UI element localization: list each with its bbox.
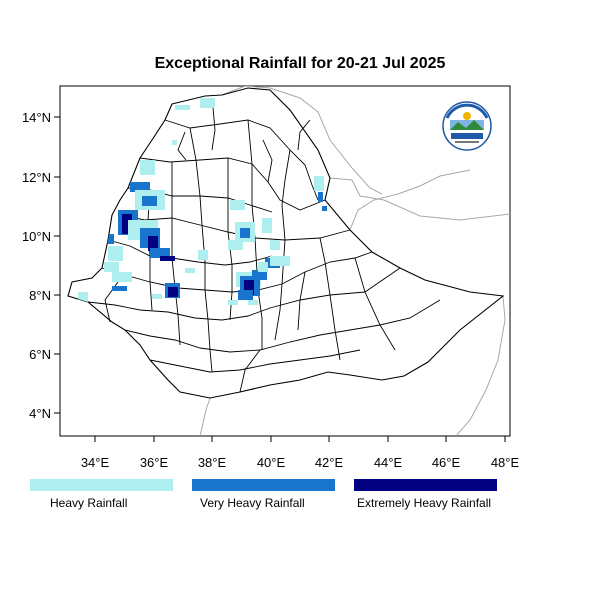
rainfall-cell xyxy=(104,262,119,272)
rainfall-cell xyxy=(198,250,208,260)
rainfall-overlay xyxy=(78,98,327,305)
rainfall-cell xyxy=(168,287,178,297)
lon-tick-label: 36°E xyxy=(140,455,169,470)
legend-label-extreme: Extremely Heavy Rainfall xyxy=(357,496,492,510)
rainfall-cell xyxy=(244,280,254,295)
rainfall-cell xyxy=(238,290,253,300)
lat-tick-label: 14°N xyxy=(22,110,51,125)
region-line xyxy=(297,271,306,331)
lat-tick-label: 12°N xyxy=(22,170,51,185)
ethiopia-outline xyxy=(67,87,505,399)
eritrea-border-line xyxy=(221,86,383,195)
region-line xyxy=(124,299,441,353)
rainfall-cell xyxy=(104,234,114,244)
lon-tick-labels: 34°E 36°E 38°E 40°E 42°E 44°E 46°E 48°E xyxy=(81,455,520,470)
rainfall-cell xyxy=(262,218,272,233)
legend-label-very-heavy: Very Heavy Rainfall xyxy=(200,496,305,510)
legend-label-heavy: Heavy Rainfall xyxy=(50,496,128,510)
rainfall-cell xyxy=(185,268,195,273)
neighbor-borders xyxy=(199,86,510,436)
rainfall-cell xyxy=(112,286,127,291)
rainfall-cell xyxy=(150,248,170,258)
rainfall-cell xyxy=(270,256,290,266)
rainfall-cell xyxy=(228,240,243,250)
legend-swatch-heavy xyxy=(30,479,173,491)
rainfall-cell xyxy=(140,160,155,175)
rainfall-cell xyxy=(200,98,215,108)
rainfall-cell xyxy=(142,196,157,206)
lon-axis xyxy=(94,436,506,442)
rainfall-cell xyxy=(248,300,258,305)
lon-tick-label: 42°E xyxy=(315,455,344,470)
region-line xyxy=(319,237,341,361)
lon-tick-label: 44°E xyxy=(374,455,403,470)
rainfall-cell xyxy=(322,206,327,211)
region-line xyxy=(354,257,396,351)
rainfall-cell xyxy=(175,105,190,110)
region-line xyxy=(189,127,213,373)
region-line xyxy=(87,267,401,321)
rainfall-cell xyxy=(240,228,250,238)
ethiopian-meteorology-institute-logo xyxy=(442,101,492,151)
rainfall-cell xyxy=(318,192,323,202)
rainfall-cell xyxy=(122,214,132,234)
rainfall-cell xyxy=(314,176,324,191)
rainfall-cell xyxy=(148,236,158,251)
rainfall-cell xyxy=(130,182,150,192)
lon-tick-label: 48°E xyxy=(491,455,520,470)
lon-tick-label: 34°E xyxy=(81,455,110,470)
region-line xyxy=(107,239,273,266)
rainfall-cell xyxy=(152,294,162,299)
region-line xyxy=(239,349,261,393)
lat-tick-labels: 14°N 12°N 10°N 8°N 6°N 4°N xyxy=(22,110,51,421)
somalia-coast-line xyxy=(455,295,506,436)
region-line xyxy=(164,119,319,201)
lat-tick-label: 4°N xyxy=(29,406,51,421)
rainfall-cell xyxy=(108,246,123,261)
rainfall-cell xyxy=(230,200,245,210)
lat-tick-label: 6°N xyxy=(29,347,51,362)
rainfall-cell xyxy=(258,262,268,272)
rainfall-cell xyxy=(172,140,177,145)
region-line xyxy=(211,107,216,151)
djibouti-somaliland-border xyxy=(349,169,471,231)
rainfall-cell xyxy=(228,300,238,305)
legend-swatch-very-heavy xyxy=(192,479,335,491)
lat-axis xyxy=(54,116,60,414)
region-line xyxy=(274,149,291,341)
rainfall-cell xyxy=(252,270,267,280)
region-line xyxy=(149,349,361,373)
region-line xyxy=(297,119,311,151)
rainfall-cell xyxy=(270,240,280,250)
rainfall-cell xyxy=(160,256,175,261)
lat-tick-label: 10°N xyxy=(22,229,51,244)
map-title: Exceptional Rainfall for 20-21 Jul 2025 xyxy=(154,55,446,72)
rainfall-cell xyxy=(78,292,88,302)
lon-tick-label: 40°E xyxy=(257,455,286,470)
kenya-border-line xyxy=(199,397,211,436)
lon-tick-label: 38°E xyxy=(198,455,227,470)
lat-tick-label: 8°N xyxy=(29,288,51,303)
region-line xyxy=(177,131,187,161)
rainfall-cell xyxy=(112,272,132,282)
region-line xyxy=(262,139,273,183)
legend-swatch-extreme xyxy=(354,479,497,491)
lon-tick-label: 46°E xyxy=(432,455,461,470)
gulf-coast-line xyxy=(329,177,510,221)
